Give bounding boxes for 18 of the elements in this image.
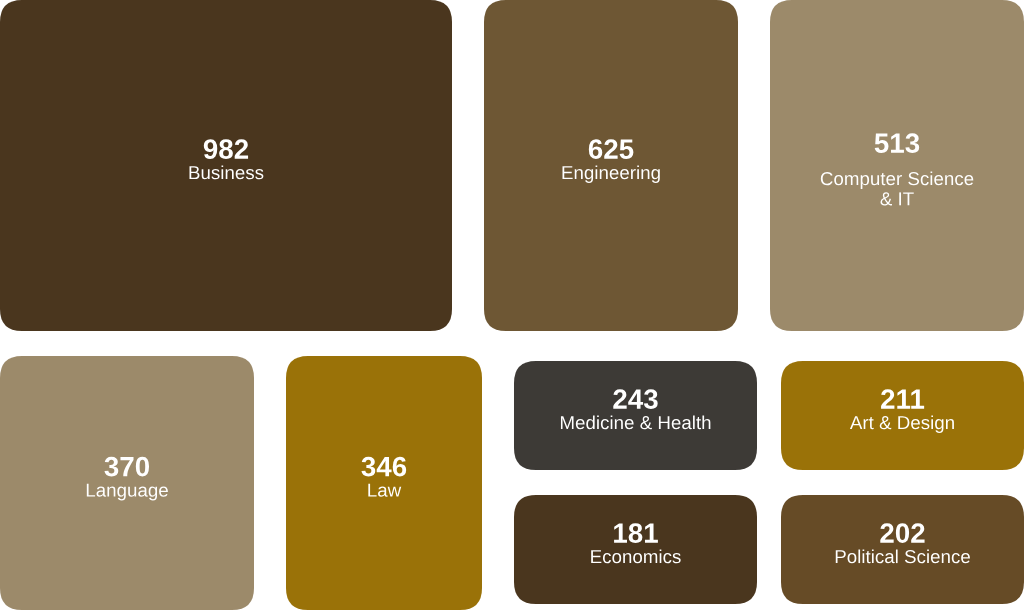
category-label: Medicine & Health xyxy=(560,415,711,430)
category-label: Computer Science & IT xyxy=(820,171,974,206)
category-label: Economics xyxy=(591,549,681,564)
category-label: Political Science xyxy=(835,549,970,564)
category-label: Language xyxy=(86,483,168,501)
data-label: 346 xyxy=(361,456,407,477)
data-label: 202 xyxy=(880,523,925,543)
data-label: 513 xyxy=(874,133,920,153)
category-label: Art & Design xyxy=(849,415,954,433)
data-label: 181 xyxy=(614,523,658,543)
data-label: 211 xyxy=(881,389,925,409)
data-label: 625 xyxy=(588,139,634,159)
data-label: 982 xyxy=(203,139,249,159)
data-label: 243 xyxy=(613,389,658,409)
category-label: Law xyxy=(368,483,402,497)
category-label: Engineering xyxy=(562,165,660,183)
category-label: Business xyxy=(189,165,264,180)
data-label: 370 xyxy=(104,456,150,477)
